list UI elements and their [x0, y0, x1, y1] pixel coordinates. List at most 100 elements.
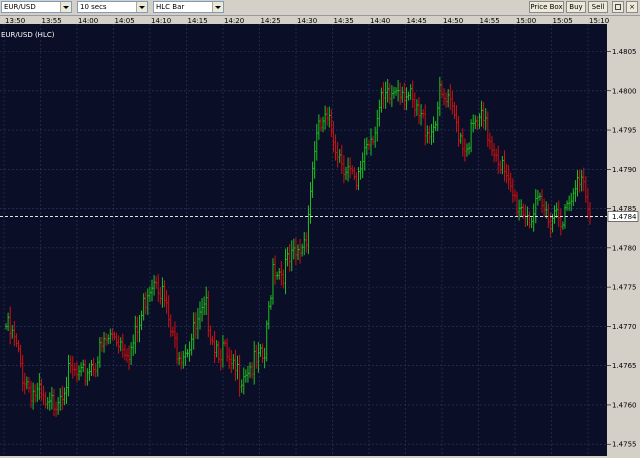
chevron-down-icon[interactable] [60, 2, 71, 12]
hlc-bar [287, 247, 290, 267]
hlc-bar [414, 92, 417, 118]
sell-button[interactable]: Sell [588, 1, 608, 13]
layout-button[interactable] [612, 1, 624, 13]
hlc-bar [391, 85, 394, 107]
buy-button[interactable]: Buy [566, 1, 586, 13]
close-button[interactable]: × [626, 1, 638, 13]
chevron-down-icon[interactable] [136, 2, 147, 12]
hlc-bar [51, 387, 54, 410]
hlc-bar [91, 359, 94, 377]
hlc-bar [105, 333, 108, 346]
chart-panel[interactable]: 13:50 13:55 14:00 14:05 14:10 14:15 14:20 14:25… [0, 16, 640, 456]
chart-type-select[interactable]: HLC Bar [153, 1, 224, 13]
time-tick-label: 13:55 [42, 17, 62, 25]
hlc-bar [68, 354, 71, 397]
hlc-bar [147, 288, 150, 316]
hlc-bar [428, 126, 431, 144]
hlc-bar [351, 165, 354, 175]
hlc-bar [72, 356, 75, 379]
hlc-bar [15, 333, 18, 348]
hlc-bar [193, 312, 196, 350]
hlc-bar [13, 320, 16, 347]
hlc-bar [307, 205, 310, 255]
hlc-bar [251, 362, 254, 379]
hlc-bar [264, 347, 267, 369]
price-chart[interactable]: 13:50 13:55 14:00 14:05 14:10 14:15 14:20 14:25… [0, 16, 640, 456]
hlc-bar [259, 344, 262, 357]
hlc-bar [199, 301, 202, 330]
hlc-bar [326, 107, 329, 126]
hlc-bar [141, 310, 144, 331]
hlc-bar [134, 315, 137, 354]
symbol-value: EUR/USD [4, 3, 36, 11]
hlc-bar [80, 362, 83, 377]
hlc-bar [276, 271, 279, 280]
hlc-bar [297, 244, 300, 260]
hlc-bar [551, 213, 554, 233]
hlc-bar [330, 109, 333, 137]
price-tick-label: 1.4770 [612, 323, 637, 331]
time-tick-label: 15:10 [589, 17, 609, 25]
hlc-bar [462, 128, 465, 157]
hlc-bar [282, 269, 285, 289]
hlc-bar [207, 290, 210, 338]
symbol-select[interactable]: EUR/USD [1, 1, 72, 13]
hlc-bar [570, 192, 573, 212]
hlc-bar [11, 325, 14, 339]
hlc-bar [78, 365, 81, 381]
hlc-bar [88, 363, 91, 381]
hlc-bar [337, 142, 340, 168]
hlc-bar [324, 105, 327, 130]
toolbar: EUR/USD 10 secs HLC Bar Price Box Buy Se… [0, 0, 640, 16]
hlc-bar [166, 289, 169, 314]
hlc-bar [449, 84, 452, 110]
hlc-bar [74, 363, 77, 377]
hlc-bar [245, 369, 248, 383]
hlc-bar [389, 83, 392, 105]
time-axis-strip [0, 16, 607, 24]
hlc-bar [529, 211, 532, 229]
hlc-bar [155, 276, 158, 290]
chevron-down-icon[interactable] [212, 2, 223, 12]
hlc-bar [274, 255, 277, 285]
hlc-bar [533, 203, 536, 232]
hlc-bar [562, 221, 565, 230]
hlc-bar [270, 294, 273, 310]
hlc-bar [316, 123, 319, 161]
time-tick-label: 14:55 [480, 17, 500, 25]
hlc-bar [491, 136, 494, 156]
hlc-bar [541, 189, 544, 213]
price-box-button[interactable]: Price Box [529, 1, 564, 13]
hlc-bar [289, 243, 292, 272]
hlc-bar [312, 161, 315, 199]
hlc-bar [430, 123, 433, 145]
hlc-bar [145, 291, 148, 315]
hlc-bar [262, 343, 265, 363]
hlc-bar [385, 81, 388, 109]
hlc-bar [368, 139, 371, 151]
time-tick-label: 15:05 [553, 17, 573, 25]
hlc-bar [543, 198, 546, 217]
hlc-bar [437, 101, 440, 132]
hlc-bar [172, 327, 175, 337]
hlc-bar [220, 348, 223, 371]
interval-select[interactable]: 10 secs [77, 1, 148, 13]
hlc-bar [253, 341, 256, 385]
hlc-bar [583, 167, 586, 192]
hlc-bar [418, 97, 421, 125]
hlc-bar [458, 116, 461, 147]
hlc-bar [476, 116, 479, 130]
hlc-bar [143, 293, 146, 321]
hlc-bar [38, 373, 41, 400]
hlc-bar [151, 279, 154, 302]
hlc-bar [18, 340, 21, 353]
hlc-bar [426, 125, 429, 144]
hlc-bar [132, 334, 135, 356]
hlc-bar [149, 286, 152, 302]
price-bars [5, 76, 592, 417]
chart-type-value: HLC Bar [156, 3, 185, 11]
hlc-bar [59, 388, 62, 411]
hlc-bar [470, 119, 473, 153]
hlc-bar [301, 243, 304, 257]
hlc-bar [176, 332, 179, 365]
